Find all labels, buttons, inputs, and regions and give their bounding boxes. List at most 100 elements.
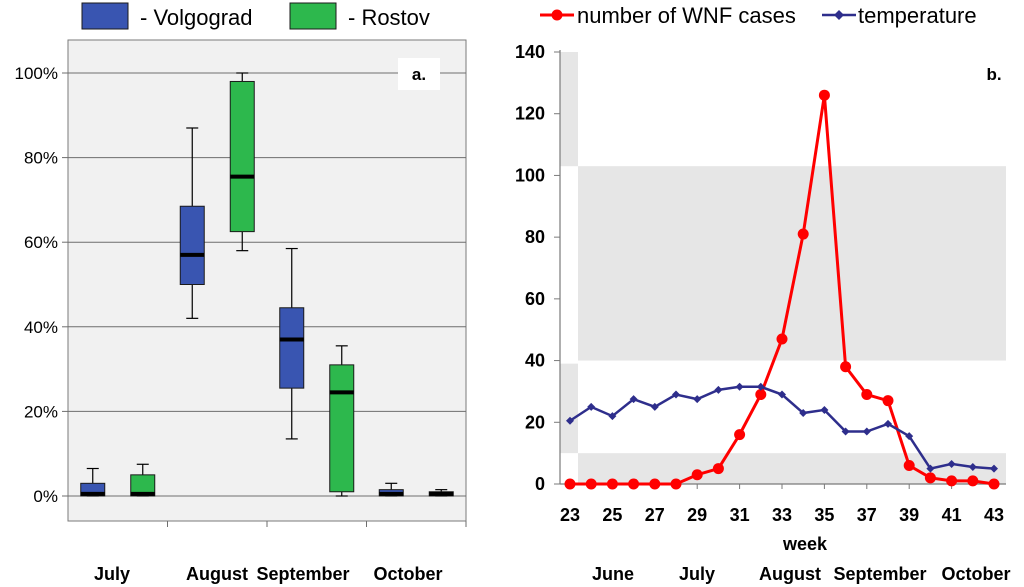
box-rostov [229, 80, 255, 233]
wnf-point [649, 478, 661, 490]
x-tick-label: 43 [984, 505, 1004, 525]
y-tick-label: 80 [525, 227, 545, 247]
legend-label-volgograd: - Volgograd [140, 5, 253, 30]
panel-a-categories: July August September October [94, 564, 443, 584]
y-tick-label: 120 [515, 104, 545, 124]
temperature-point [841, 427, 850, 436]
wnf-point [903, 459, 915, 471]
panel-b-ticks: 0 20 40 60 80 100 120 140 23 25 27 29 31 33 35 37 39 41 43 [515, 42, 1004, 525]
legend-marker-wnf [551, 9, 563, 21]
legend-swatch-volgograd [81, 2, 129, 30]
panel-a-boxplot: 0% 20% 40% 60% 80% 100% July August September Oc… [15, 2, 467, 584]
panel-b-background [560, 52, 1006, 484]
wnf-point [755, 389, 767, 401]
temperature-point [587, 402, 596, 411]
temperature-point [756, 382, 765, 391]
wnf-point [882, 395, 894, 407]
temperature-point [629, 395, 638, 404]
wnf-point [712, 463, 724, 475]
legend-marker-temperature [834, 10, 844, 20]
temperature-point [672, 390, 680, 399]
wnf-point [924, 472, 936, 484]
panel-b-month-labels: June July August September October [592, 564, 1011, 584]
temperature-point [693, 395, 702, 404]
box-volgograd [179, 205, 205, 285]
wnf-point [946, 475, 958, 487]
month-label: June [592, 564, 634, 584]
y-tick-label: 40 [525, 351, 545, 371]
wnf-point [988, 478, 1000, 490]
panel-b-label: b. [986, 65, 1001, 84]
box-rostov [329, 364, 355, 493]
month-label: September [833, 564, 926, 584]
temperature-point [566, 416, 574, 425]
wnf-point [967, 475, 979, 487]
temperature-point [862, 427, 871, 436]
wnf-point [818, 89, 830, 101]
temperature-point [990, 464, 998, 473]
box-volgograd [279, 307, 305, 389]
x-tick-label: 39 [899, 505, 919, 525]
band [560, 363, 578, 454]
temperature-point [905, 432, 914, 441]
x-tick-label: 25 [602, 505, 622, 525]
panel-a-label: a. [412, 65, 426, 84]
wnf-point [564, 478, 576, 490]
wnf-point [585, 478, 597, 490]
panel-a-y-ticks: 0% 20% 40% 60% 80% 100% [15, 64, 467, 527]
wnf-point [776, 333, 788, 345]
x-tick-label: 27 [645, 505, 665, 525]
category-label: August [186, 564, 248, 584]
wnf-point [797, 228, 809, 240]
panel-b-series [564, 89, 1000, 490]
month-label: July [679, 564, 715, 584]
legend-label-temperature: temperature [858, 3, 977, 28]
x-tick-label: 33 [772, 505, 792, 525]
y-tick-label: 100% [15, 64, 58, 83]
wnf-point [691, 469, 703, 481]
temperature-point [947, 459, 956, 468]
x-tick-label: 41 [942, 505, 962, 525]
y-tick-label: 60% [24, 233, 58, 252]
wnf-point [734, 429, 746, 441]
panel-b-linechart: 0 20 40 60 80 100 120 140 23 25 27 29 31 33 35 37 39 41 43… [515, 3, 1011, 584]
y-tick-label: 40% [24, 318, 58, 337]
y-tick-label: 60 [525, 289, 545, 309]
temperature-point [714, 385, 723, 394]
x-tick-label: 35 [814, 505, 834, 525]
category-label: September [256, 564, 349, 584]
y-tick-label: 100 [515, 165, 545, 185]
y-tick-label: 20% [24, 402, 58, 421]
temperature-point [820, 405, 829, 414]
temperature-point [926, 464, 935, 473]
temperature-point [735, 382, 744, 391]
temperature-point [650, 402, 659, 411]
month-label: August [759, 564, 821, 584]
wnf-point [606, 478, 618, 490]
wnf-point [670, 478, 682, 490]
panel-a-boxes [80, 72, 454, 497]
y-tick-label: 0 [535, 474, 545, 494]
band [578, 166, 1006, 361]
wnf-point [840, 361, 852, 373]
legend-swatch-rostov [289, 2, 337, 30]
x-tick-label: 31 [730, 505, 750, 525]
y-tick-label: 140 [515, 42, 545, 62]
panel-a-label-bg [398, 58, 440, 90]
temperature-point [799, 409, 808, 418]
wnf-point [628, 478, 640, 490]
category-label: July [94, 564, 130, 584]
x-tick-label: 23 [560, 505, 580, 525]
y-tick-label: 80% [24, 149, 58, 168]
temperature-point [778, 390, 786, 399]
wnf-point [861, 389, 873, 401]
category-label: October [373, 564, 442, 584]
box-rostov [130, 474, 156, 497]
x-tick-label: 29 [687, 505, 707, 525]
month-label: October [941, 564, 1010, 584]
temperature-point [884, 419, 892, 428]
x-axis-title: week [782, 534, 828, 554]
panel-a-plot-area [67, 39, 467, 522]
legend-label-wnf: number of WNF cases [577, 3, 796, 28]
